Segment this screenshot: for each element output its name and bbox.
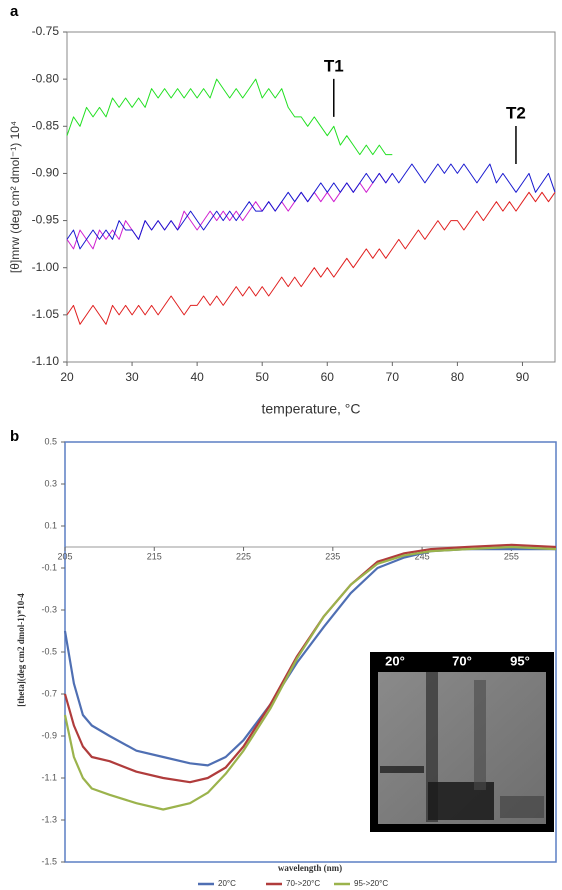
legend-label: 95->20°C xyxy=(354,879,388,888)
y-tick-label: -0.85 xyxy=(32,118,60,132)
x-tick-label: 40 xyxy=(190,370,204,384)
x-tick-label: 255 xyxy=(504,551,519,561)
series-line xyxy=(63,543,557,784)
x-tick-label: 30 xyxy=(125,370,139,384)
annotation: T2 xyxy=(506,103,526,122)
x-tick-label: 215 xyxy=(147,551,162,561)
y-tick-label: -0.5 xyxy=(41,646,57,656)
y-tick-label: -0.90 xyxy=(32,166,60,180)
series-line xyxy=(66,172,393,250)
series-line xyxy=(66,78,393,156)
y-tick-label: -0.95 xyxy=(32,213,60,227)
plot-frame xyxy=(66,31,556,363)
y-tick-label: -0.80 xyxy=(32,71,60,85)
legend-label: 20°C xyxy=(218,879,236,888)
y-axis-label: [θ]mrw (deg cm² dmol⁻¹) 10⁴ xyxy=(8,121,22,273)
y-tick-label: 0.5 xyxy=(44,436,57,446)
series-line xyxy=(63,545,557,811)
x-axis-label: temperature, °C xyxy=(262,401,361,417)
y-tick-label: -0.9 xyxy=(41,730,57,740)
series-line xyxy=(66,191,556,325)
gel-band xyxy=(380,766,424,773)
y-tick-label: 0.3 xyxy=(44,478,57,488)
y-tick-label: -1.1 xyxy=(41,772,57,782)
y-tick-label: -0.7 xyxy=(41,688,57,698)
y-tick-label: -0.75 xyxy=(32,24,60,38)
x-tick-label: 245 xyxy=(415,551,430,561)
y-tick-label: -1.00 xyxy=(32,260,60,274)
x-axis-label: wavelength (nm) xyxy=(278,863,342,873)
x-tick-label: 225 xyxy=(236,551,251,561)
panel-label: a xyxy=(10,3,19,20)
x-tick-label: 20 xyxy=(60,370,74,384)
inset-label: 95° xyxy=(510,653,530,668)
y-tick-label: -1.3 xyxy=(41,814,57,824)
x-tick-label: 205 xyxy=(57,551,72,561)
y-axis-label: [theta](deg cm2 dmol-1)*10-4 xyxy=(16,593,26,707)
y-tick-label: 0.1 xyxy=(44,520,57,530)
x-tick-label: 50 xyxy=(256,370,270,384)
x-tick-label: 235 xyxy=(325,551,340,561)
gel-band xyxy=(500,796,544,818)
y-tick-label: -1.5 xyxy=(41,856,57,866)
inset-label: 70° xyxy=(452,653,472,668)
inset-label: 20° xyxy=(385,653,405,668)
legend-label: 70->20°C xyxy=(286,879,320,888)
x-tick-label: 90 xyxy=(516,370,530,384)
panel-label: b xyxy=(10,428,19,445)
y-tick-label: -1.05 xyxy=(32,307,60,321)
annotation: T1 xyxy=(324,56,344,75)
x-tick-label: 60 xyxy=(321,370,335,384)
series-line xyxy=(66,163,556,250)
y-tick-label: -0.3 xyxy=(41,604,57,614)
gel-smear xyxy=(474,680,486,790)
y-tick-label: -0.1 xyxy=(41,562,57,572)
x-tick-label: 70 xyxy=(386,370,400,384)
inset-gel xyxy=(370,652,554,832)
y-tick-label: -1.10 xyxy=(32,354,60,368)
x-tick-label: 80 xyxy=(451,370,465,384)
